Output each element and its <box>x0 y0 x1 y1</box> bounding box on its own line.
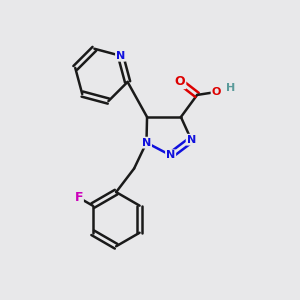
Text: N: N <box>142 138 151 148</box>
Text: H: H <box>226 83 236 94</box>
Text: O: O <box>212 87 221 97</box>
Text: F: F <box>74 191 83 204</box>
Text: N: N <box>187 135 196 145</box>
Text: O: O <box>175 75 185 88</box>
Text: N: N <box>166 150 175 160</box>
Text: N: N <box>116 51 125 61</box>
